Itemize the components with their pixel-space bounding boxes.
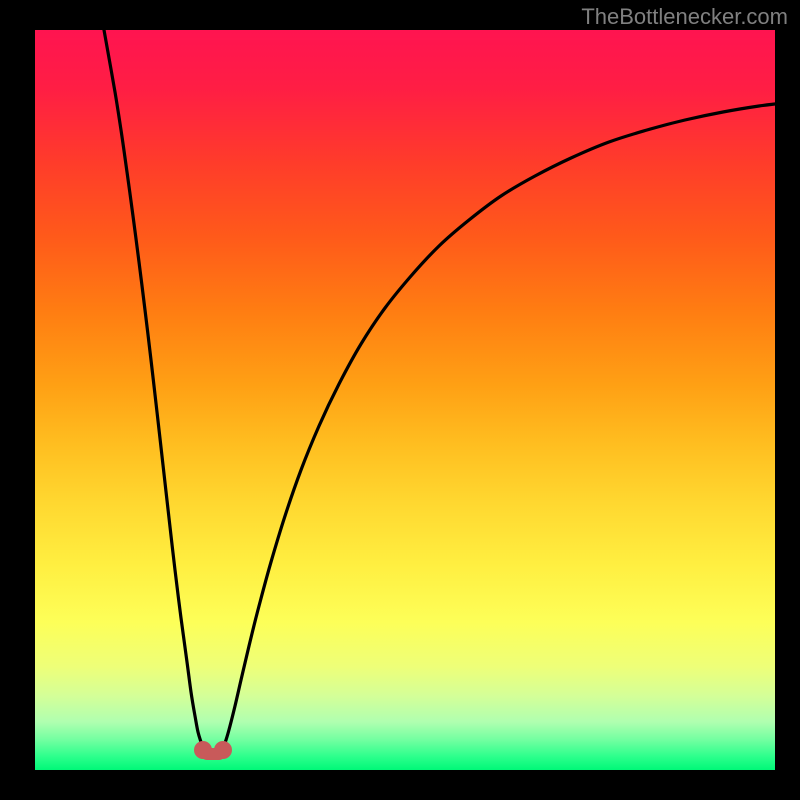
watermark-text: TheBottlenecker.com xyxy=(581,4,788,30)
bottleneck-curve xyxy=(35,30,775,770)
bottleneck-chart xyxy=(35,30,775,770)
optimal-marker-bridge xyxy=(201,748,225,760)
